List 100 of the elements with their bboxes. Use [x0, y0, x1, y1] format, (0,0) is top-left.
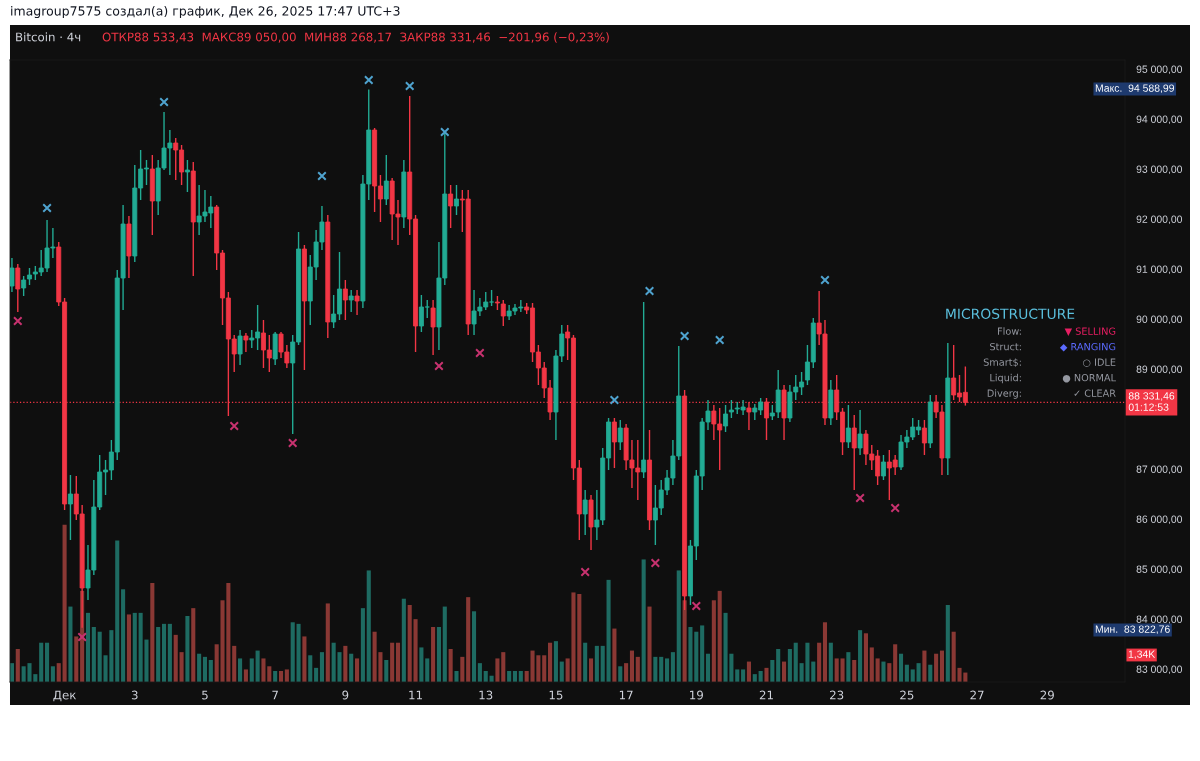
- candlestick: [641, 301, 647, 479]
- candlestick: [845, 404, 851, 449]
- candlestick: [237, 329, 243, 366]
- bar: [852, 660, 857, 682]
- point: [644, 286, 655, 296]
- point: [434, 361, 444, 371]
- bar: [893, 644, 898, 682]
- bar: [384, 660, 389, 682]
- bar: [746, 661, 751, 682]
- bar: [665, 658, 670, 682]
- bar: [477, 663, 482, 682]
- bar: [39, 642, 44, 682]
- bar: [471, 611, 477, 682]
- y-tick-label: 84 000,00: [1136, 615, 1183, 625]
- bar: [91, 627, 96, 682]
- x-tick-label: Дек: [53, 690, 77, 702]
- bar: [741, 669, 746, 682]
- bar: [858, 630, 863, 682]
- candlestick: [184, 159, 190, 193]
- bar: [635, 656, 640, 682]
- bar: [121, 589, 126, 682]
- bar: [202, 656, 208, 682]
- point: [691, 601, 702, 611]
- bar: [126, 614, 131, 682]
- y-tick-label: 94 000,00: [1136, 115, 1183, 125]
- bar: [910, 669, 915, 682]
- bar: [390, 642, 395, 682]
- bar: [881, 661, 886, 682]
- candlestick: [243, 332, 249, 353]
- x-tick-label: 27: [970, 690, 984, 700]
- bar: [781, 661, 787, 682]
- bar: [56, 663, 61, 682]
- bar: [425, 658, 430, 682]
- bar: [448, 649, 453, 682]
- bar: [618, 666, 623, 682]
- candlestick: [448, 184, 454, 229]
- candlestick: [921, 419, 927, 456]
- candlestick: [348, 289, 354, 313]
- bar: [676, 570, 681, 682]
- bar: [290, 622, 295, 682]
- bar: [916, 663, 921, 682]
- bar: [542, 655, 547, 682]
- bar: [85, 612, 91, 682]
- annotation: ○ IDLE: [1083, 358, 1116, 367]
- bar: [15, 649, 20, 682]
- bar: [314, 667, 319, 682]
- bar: [395, 642, 401, 682]
- bar: [612, 628, 617, 682]
- bar: [249, 658, 254, 682]
- bar: [682, 600, 687, 682]
- ref-line-label: 88 331,46 01:12:53: [1128, 392, 1175, 411]
- candlestick: [430, 299, 436, 356]
- bar: [466, 597, 471, 682]
- bar: [167, 623, 172, 682]
- candlestick: [617, 419, 623, 451]
- bar: [460, 656, 465, 682]
- bar: [319, 652, 324, 682]
- bar: [670, 652, 675, 682]
- chart-title: Bitcoin · 4ч: [16, 32, 81, 42]
- annotation: Diverg:: [987, 389, 1021, 399]
- bar: [945, 605, 950, 682]
- x-tick-label: 13: [479, 690, 493, 700]
- x-tick-label: 9: [342, 690, 349, 700]
- annotation: Flow:: [998, 327, 1021, 335]
- annotation: ▼ SELLING: [1064, 327, 1116, 336]
- bar: [659, 656, 664, 682]
- y-tick-label: 90 000,00: [1136, 315, 1183, 325]
- bar: [600, 645, 605, 682]
- bar: [828, 642, 833, 682]
- point: [609, 395, 620, 405]
- candlestick: [354, 289, 360, 316]
- bar: [355, 658, 360, 682]
- bar: [243, 669, 248, 682]
- annotation: Struct:: [990, 342, 1021, 351]
- bar: [45, 642, 50, 682]
- point: [820, 275, 830, 285]
- point: [77, 632, 87, 642]
- y-tick-label: 91 000,00: [1136, 265, 1183, 275]
- x-tick-label: 3: [131, 690, 138, 700]
- bar: [173, 634, 178, 682]
- point: [229, 421, 239, 431]
- bar: [115, 540, 120, 682]
- x-tick-label: 29: [1040, 690, 1054, 700]
- bar: [436, 627, 441, 682]
- y-tick-label: 93 000,00: [1136, 165, 1183, 175]
- bar: [191, 608, 196, 682]
- bar: [653, 656, 658, 682]
- bar: [787, 649, 792, 682]
- candlestick: [342, 279, 348, 321]
- point: [42, 203, 52, 213]
- bar: [360, 608, 365, 682]
- bar: [255, 650, 260, 682]
- annotation: ● NORMAL: [1062, 373, 1116, 383]
- bar: [934, 653, 939, 682]
- point: [650, 558, 661, 568]
- point: [440, 127, 450, 137]
- bar: [431, 627, 436, 682]
- text: imagroup7575 создал(а) график, Дек 26, 2025 17:47 UTC+3: [11, 5, 400, 19]
- bar: [776, 649, 781, 682]
- bar: [904, 664, 909, 682]
